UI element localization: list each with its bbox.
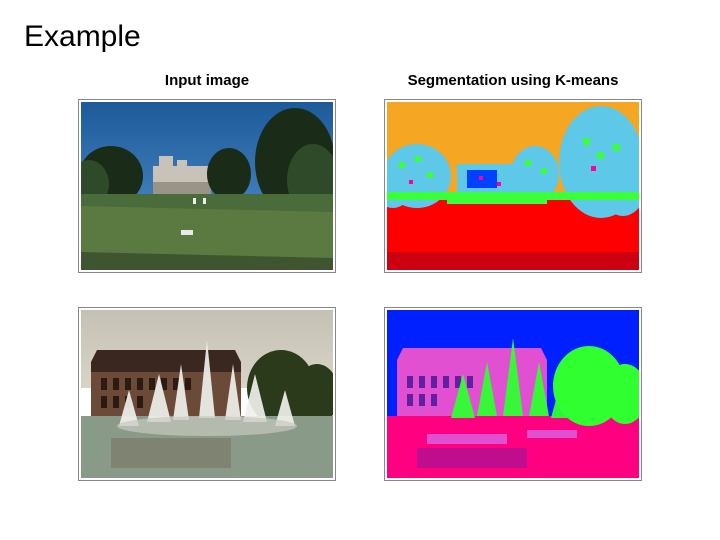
segmentation-image-2 [387,310,639,478]
segmentation-column: Segmentation using K-means [384,72,642,481]
slide-container: Example Input image [0,0,720,540]
slide-title: Example [24,20,696,54]
columns: Input image [24,72,696,481]
segmentation-column-header: Segmentation using K-means [408,72,619,89]
segmentation-image-1-frame [384,99,642,273]
input-image-1 [81,102,333,270]
input-image-2-frame [78,307,336,481]
segmentation-image-2-frame [384,307,642,481]
segmentation-image-1 [387,102,639,270]
input-image-1-frame [78,99,336,273]
input-image-2 [81,310,333,478]
input-column: Input image [78,72,336,481]
input-column-header: Input image [165,72,249,89]
